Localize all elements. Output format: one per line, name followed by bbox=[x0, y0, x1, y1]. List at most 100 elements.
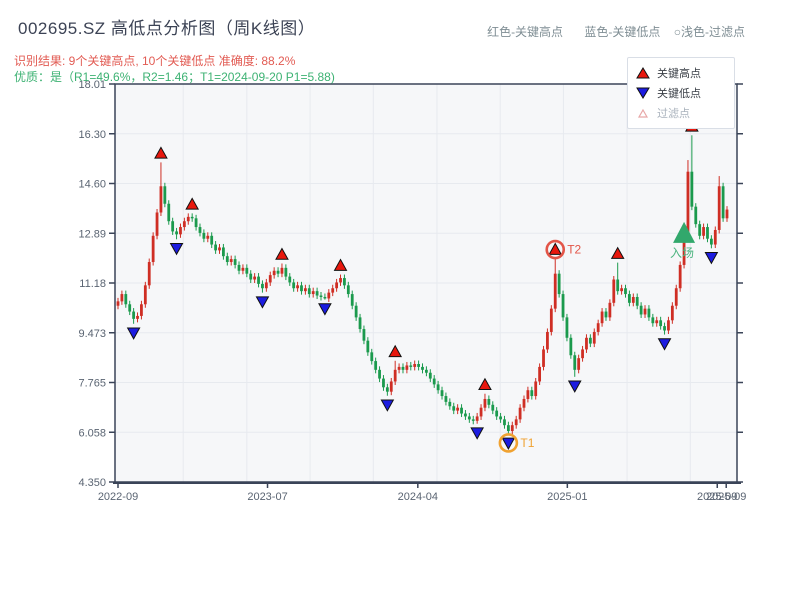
key-high-marker bbox=[388, 344, 403, 358]
candle-body bbox=[585, 337, 588, 350]
candle-body bbox=[350, 294, 354, 306]
candle-body bbox=[140, 304, 143, 316]
candle-body bbox=[124, 294, 128, 305]
candle-body bbox=[557, 273, 561, 295]
candle-body bbox=[284, 267, 288, 277]
candle-body bbox=[257, 276, 260, 284]
candle-body bbox=[542, 349, 545, 367]
key-low-marker bbox=[126, 327, 141, 340]
candle-body bbox=[596, 323, 600, 332]
candle-body bbox=[659, 320, 663, 327]
candle-body bbox=[592, 331, 596, 344]
candle-body bbox=[292, 282, 296, 289]
recognition-result-text: 识别结果: 9个关键高点, 10个关键低点 准确度: 88.2% bbox=[14, 54, 296, 68]
candle-body bbox=[319, 295, 323, 297]
candle-body bbox=[311, 291, 315, 295]
candle-body bbox=[428, 372, 432, 379]
x-tick-label: 2025-09 bbox=[706, 491, 746, 503]
candle-body bbox=[151, 235, 155, 263]
candle-body bbox=[565, 317, 569, 338]
legend-item-key-low[interactable]: 关键低点 bbox=[636, 83, 726, 103]
key-low-triangle-icon bbox=[636, 87, 650, 99]
candle-body bbox=[413, 363, 417, 367]
key-high-marker bbox=[333, 258, 348, 271]
candle-body bbox=[600, 311, 604, 324]
candle-body bbox=[690, 171, 694, 207]
candle-body bbox=[588, 337, 592, 344]
candle-body bbox=[608, 302, 612, 318]
key-high-marker bbox=[185, 197, 200, 210]
candle-body bbox=[639, 305, 643, 315]
candle-body bbox=[706, 227, 709, 239]
legend-item-label: 关键低点 bbox=[657, 88, 701, 100]
legend-hint-low: 蓝色-关键低点 bbox=[584, 25, 661, 39]
candle-body bbox=[425, 369, 428, 373]
t1-circle bbox=[498, 433, 519, 453]
candle-body bbox=[483, 398, 487, 408]
candle-body bbox=[280, 267, 284, 274]
key-low-marker bbox=[567, 380, 582, 393]
candle-body bbox=[374, 361, 378, 370]
candle-body bbox=[343, 278, 346, 286]
candle-body bbox=[573, 355, 577, 370]
candle-body bbox=[136, 315, 139, 319]
x-tick-label: 2025-09 bbox=[697, 491, 737, 503]
candle-body bbox=[253, 276, 257, 280]
candle-body bbox=[128, 304, 132, 312]
page-title: 002695.SZ 高低点分析图（周K线图） bbox=[18, 19, 316, 38]
candle-body bbox=[620, 288, 623, 292]
candle-body bbox=[499, 416, 502, 420]
candle-body bbox=[503, 419, 506, 426]
candle-body bbox=[323, 296, 327, 299]
candle-body bbox=[581, 349, 584, 359]
candle-body bbox=[233, 259, 237, 265]
candle-body bbox=[159, 186, 163, 213]
candle-body bbox=[663, 326, 666, 331]
candle-body bbox=[444, 396, 448, 402]
candle-body bbox=[421, 366, 424, 370]
candle-body bbox=[222, 247, 225, 257]
candle-body bbox=[526, 390, 530, 399]
candle-body bbox=[370, 352, 374, 362]
key-low-marker bbox=[380, 399, 395, 412]
y-tick-label: 14.60 bbox=[78, 179, 106, 191]
key-low-marker bbox=[704, 252, 719, 265]
candle-body bbox=[366, 340, 370, 353]
legend-item-filter[interactable]: 过滤点 bbox=[636, 103, 726, 123]
legend-item-key-high[interactable]: 关键高点 bbox=[636, 63, 726, 83]
candle-body bbox=[198, 227, 202, 233]
candle-body bbox=[155, 212, 159, 236]
candle-body bbox=[530, 390, 534, 397]
x-tick-label: 2024-04 bbox=[398, 491, 438, 503]
candle-body bbox=[300, 285, 303, 292]
candle-body bbox=[346, 285, 350, 295]
key-low-marker bbox=[657, 338, 672, 351]
candle-body bbox=[307, 288, 311, 295]
candle-body bbox=[467, 416, 471, 420]
candle-body bbox=[163, 186, 167, 204]
candle-body bbox=[245, 267, 249, 274]
candle-body bbox=[487, 398, 491, 405]
candle-body bbox=[397, 366, 401, 370]
candle-body bbox=[452, 406, 456, 411]
candle-body bbox=[147, 262, 151, 286]
candle-body bbox=[202, 232, 206, 239]
t2-circle bbox=[545, 239, 566, 260]
candle-body bbox=[651, 317, 655, 324]
x-tick-label: 2022-09 bbox=[98, 491, 138, 503]
candle-body bbox=[167, 203, 171, 222]
candle-body bbox=[116, 301, 120, 306]
candle-body bbox=[479, 407, 483, 417]
candle-body bbox=[682, 235, 686, 265]
t1-label: T1 bbox=[520, 436, 534, 450]
key-high-marker bbox=[478, 377, 492, 391]
entry-label: 入场 bbox=[670, 246, 694, 260]
key-low-marker bbox=[169, 242, 184, 256]
candle-body bbox=[635, 296, 639, 306]
candle-body bbox=[495, 410, 499, 417]
candle-body bbox=[331, 288, 335, 293]
candle-body bbox=[643, 308, 647, 315]
y-tick-label: 18.01 bbox=[78, 79, 106, 91]
candle-body bbox=[460, 407, 463, 414]
candle-body bbox=[546, 331, 549, 350]
